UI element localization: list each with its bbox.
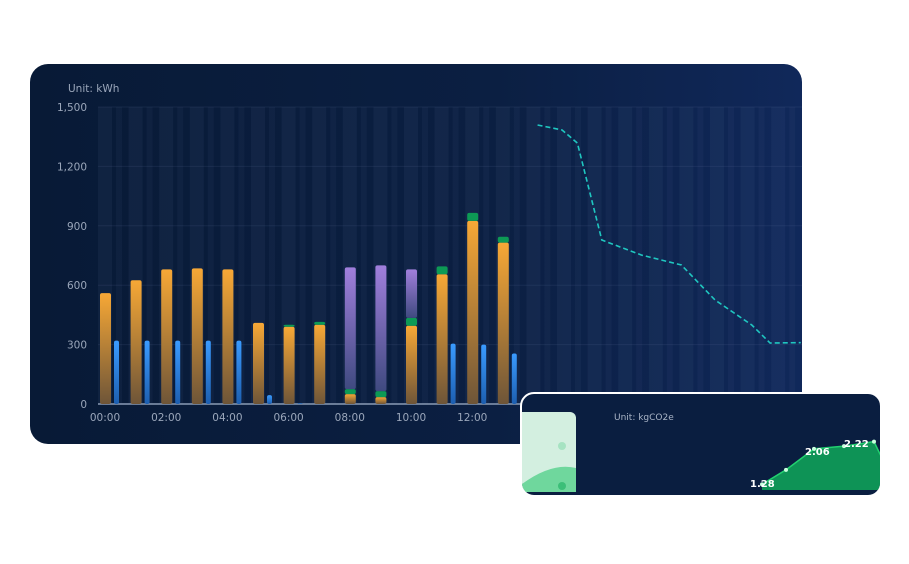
- bar-green: [314, 321, 326, 325]
- carbon-area-chart: 1.28 2.06 2.22: [750, 439, 880, 490]
- carbon-area: [762, 441, 880, 490]
- bar-green: [344, 389, 356, 395]
- bg-stripe: [605, 107, 612, 404]
- x-tick-label: 06:00: [273, 412, 303, 424]
- bar-orange: [130, 280, 142, 404]
- bg-stripe: [422, 107, 428, 404]
- bar-green: [436, 266, 448, 275]
- bg-stripe: [758, 107, 765, 404]
- bar-orange: [344, 394, 356, 404]
- carbon-inset-card: Unit: kgCO2e 1.28 2.06 2.22: [520, 392, 882, 497]
- bar-blue: [297, 403, 303, 404]
- bar-blue: [205, 340, 211, 404]
- bg-stripe: [483, 107, 490, 404]
- bar-blue: [511, 353, 517, 404]
- bg-stripe: [575, 107, 581, 404]
- bg-stripe: [360, 107, 367, 404]
- bar-orange: [100, 293, 111, 404]
- bar-green: [497, 236, 509, 243]
- bg-stripe: [452, 107, 459, 404]
- bg-stripe: [618, 107, 633, 404]
- bg-stripe: [679, 107, 694, 404]
- bar-purple: [406, 269, 417, 318]
- energy-bar-chart: Unit: kWh 0 300 600 900 1,200 1,500 00:00 02:00…: [57, 83, 802, 424]
- bg-stripe: [728, 107, 734, 404]
- x-tick-label: 10:00: [396, 412, 426, 424]
- bar-green: [375, 391, 387, 398]
- bg-stripe: [116, 107, 122, 404]
- y-tick-label: 1,200: [57, 161, 87, 173]
- bg-stripe: [666, 107, 673, 404]
- bg-stripe: [526, 107, 541, 404]
- y-tick-label: 0: [80, 399, 87, 411]
- x-tick-label: 00:00: [90, 412, 120, 424]
- bg-stripe: [146, 107, 153, 404]
- bar-blue: [175, 340, 181, 404]
- bar-blue: [267, 395, 272, 404]
- bg-stripe: [544, 107, 551, 404]
- bar-blue: [450, 343, 456, 404]
- bg-stripe: [299, 107, 306, 404]
- y-tick-label: 1,500: [57, 102, 87, 114]
- carbon-data-label: 2.06: [805, 447, 830, 458]
- carbon-point: [784, 467, 788, 472]
- y-tick-label: 600: [67, 280, 87, 292]
- bg-stripe: [636, 107, 643, 404]
- bg-stripe: [648, 107, 663, 404]
- energy-chart-card: Unit: kWh 0 300 600 900 1,200 1,500 00:00 02:00…: [30, 64, 802, 444]
- carbon-line: [761, 440, 880, 486]
- bar-purple: [375, 265, 387, 392]
- co2-illustration: [522, 412, 576, 492]
- bg-stripe: [269, 107, 275, 404]
- y-tick-label: 300: [67, 340, 87, 352]
- carbon-data-label: 2.22: [844, 439, 869, 450]
- carbon-point: [842, 444, 846, 449]
- bg-stripe: [587, 107, 602, 404]
- bar-orange: [436, 274, 448, 404]
- bar-orange: [375, 397, 387, 404]
- bar-purple: [344, 267, 356, 390]
- x-tick-label: 02:00: [151, 412, 181, 424]
- bg-stripe: [177, 107, 184, 404]
- carbon-point: [872, 439, 876, 444]
- x-tick-label: 04:00: [212, 412, 242, 424]
- bar-orange: [222, 269, 234, 404]
- bar-green: [467, 212, 479, 221]
- bar-blue: [481, 344, 487, 404]
- bar-green: [283, 324, 295, 327]
- bg-stripe: [771, 107, 786, 404]
- y-tick-label: 900: [67, 221, 87, 233]
- bar-blue: [236, 340, 242, 404]
- inset-unit-label: Unit: kgCO2e: [614, 413, 674, 423]
- bg-stripe: [557, 107, 571, 404]
- bg-stripe: [710, 107, 724, 404]
- unit-label: Unit: kWh: [68, 83, 119, 95]
- bar-orange: [467, 220, 479, 404]
- bar-orange: [191, 268, 203, 404]
- bg-stripe: [697, 107, 704, 404]
- bg-stripe: [238, 107, 245, 404]
- x-tick-label: 08:00: [335, 412, 365, 424]
- bar-orange: [253, 322, 264, 404]
- bg-stripe: [330, 107, 337, 404]
- carbon-data-label: 1.28: [750, 479, 775, 490]
- bar-blue: [144, 340, 150, 404]
- bg-stripe: [789, 107, 796, 404]
- bar-green: [406, 317, 417, 326]
- bg-stripe: [740, 107, 755, 404]
- carbon-point: [760, 482, 764, 487]
- bar-blue: [114, 340, 119, 404]
- carbon-point: [812, 446, 816, 451]
- bar-orange: [314, 324, 326, 404]
- bar-orange: [497, 242, 509, 404]
- bg-stripe: [207, 107, 214, 404]
- bar-orange: [161, 269, 173, 404]
- x-tick-label: 12:00: [457, 412, 487, 424]
- bg-stripe: [513, 107, 520, 404]
- bg-stripe: [391, 107, 398, 404]
- dashed-trend-line: [537, 124, 801, 344]
- bar-orange: [283, 326, 295, 404]
- bar-orange: [406, 325, 417, 404]
